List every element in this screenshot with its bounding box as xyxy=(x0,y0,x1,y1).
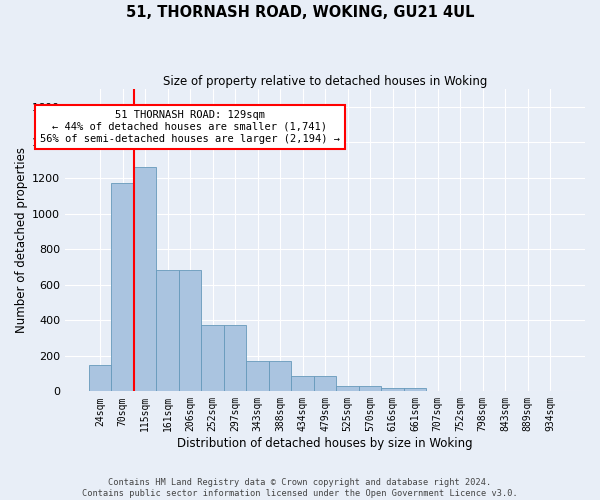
Bar xyxy=(337,386,359,392)
Bar xyxy=(359,386,382,392)
Y-axis label: Number of detached properties: Number of detached properties xyxy=(15,147,28,333)
Bar xyxy=(314,376,337,392)
Bar xyxy=(269,361,292,392)
Bar xyxy=(224,324,247,392)
Bar xyxy=(382,388,404,392)
Text: 51 THORNASH ROAD: 129sqm
← 44% of detached houses are smaller (1,741)
56% of sem: 51 THORNASH ROAD: 129sqm ← 44% of detach… xyxy=(40,110,340,144)
Bar xyxy=(134,168,156,392)
Bar xyxy=(247,361,269,392)
Text: 51, THORNASH ROAD, WOKING, GU21 4UL: 51, THORNASH ROAD, WOKING, GU21 4UL xyxy=(126,5,474,20)
Title: Size of property relative to detached houses in Woking: Size of property relative to detached ho… xyxy=(163,75,487,88)
Bar xyxy=(179,270,202,392)
Bar xyxy=(111,184,134,392)
Bar xyxy=(404,388,427,392)
X-axis label: Distribution of detached houses by size in Woking: Distribution of detached houses by size … xyxy=(177,437,473,450)
Bar xyxy=(156,270,179,392)
Bar xyxy=(89,364,111,392)
Text: Contains HM Land Registry data © Crown copyright and database right 2024.
Contai: Contains HM Land Registry data © Crown c… xyxy=(82,478,518,498)
Bar xyxy=(292,376,314,392)
Bar xyxy=(202,324,224,392)
